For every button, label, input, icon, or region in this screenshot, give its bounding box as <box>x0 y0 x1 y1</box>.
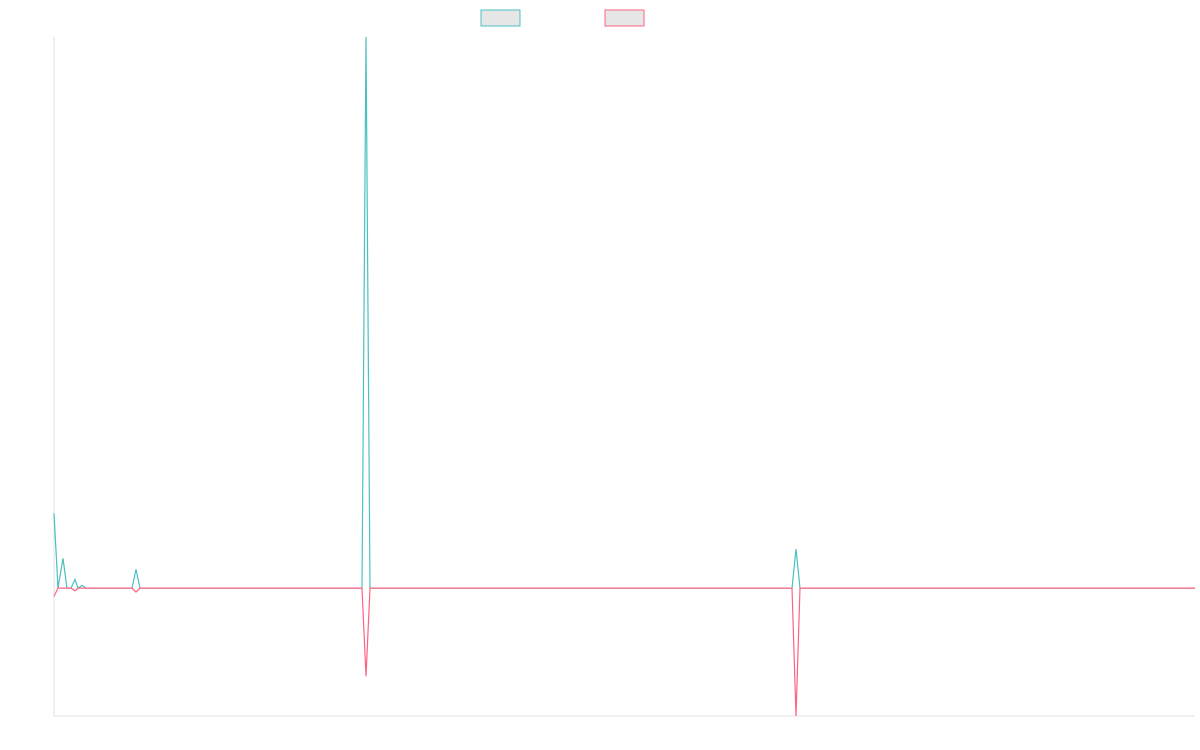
legend-swatch[interactable] <box>480 9 521 27</box>
line-series <box>53 587 1195 717</box>
line-series <box>53 36 1195 590</box>
legend-swatch[interactable] <box>604 9 645 27</box>
